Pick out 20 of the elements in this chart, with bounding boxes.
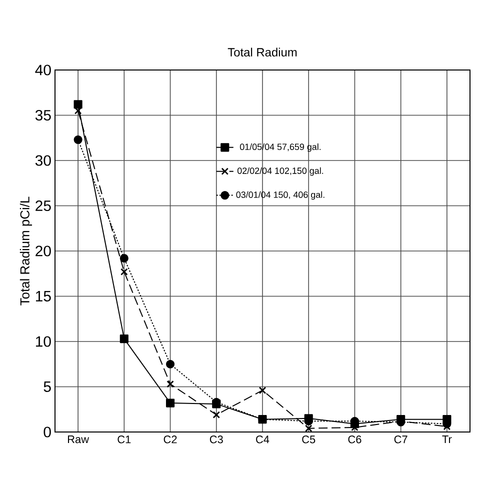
x-tick-label: C3 [210,436,223,444]
x-tick-label: C2 [164,436,177,444]
y-tick-label: 40 [35,64,51,76]
y-tick-label: 5 [44,382,51,392]
y-tick-label: 10 [36,336,51,347]
y-tick-label: 15 [36,291,51,302]
x-tick-label: Tr [442,436,452,444]
x-tick-label: C6 [348,436,362,444]
y-tick-label: 35 [35,110,51,121]
x-tick-label: Raw [68,436,90,444]
x-tick-label: C1 [118,436,131,444]
x-tick-label: C5 [302,436,316,444]
y-axis-title: Total Radium pCi/L [20,196,32,306]
chart-title: Total Radium [228,48,297,57]
y-tick-label: 20 [36,246,51,256]
y-tick-label: 25 [36,200,51,212]
y-tick-label: 0 [44,426,51,438]
x-tick-label: C4 [256,436,270,444]
x-tick-label: C7 [394,436,408,444]
y-tick-label: 30 [35,155,51,166]
